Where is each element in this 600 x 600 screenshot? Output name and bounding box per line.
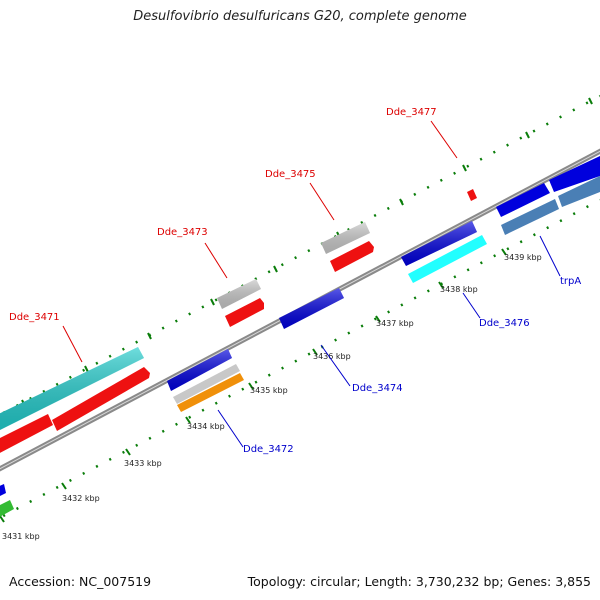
cds-dde3477 (467, 189, 477, 201)
reverse-strand-features (0, 288, 344, 517)
gene-label-dde3472: Dde_3472 (243, 444, 294, 455)
major-tick (125, 448, 131, 456)
accession-text: Accession: NC_007519 (9, 574, 152, 589)
major-tick (501, 248, 507, 256)
forward-strand-features (0, 156, 600, 453)
gene-label-dde3476: Dde_3476 (479, 318, 530, 329)
gene-labels: Dde_3471 Dde_3472 Dde_3473 Dde_3474 Dde_… (9, 107, 581, 455)
cds-left (0, 414, 53, 453)
gene-label-dde3474: Dde_3474 (352, 383, 403, 394)
outer-tick-track (0, 94, 600, 417)
kbp-label: 3432 kbp (62, 494, 100, 503)
kbp-label: 3434 kbp (187, 422, 225, 431)
feature-dde3472 (177, 373, 244, 412)
major-tick (185, 416, 191, 424)
kbp-label: 3431 kbp (2, 532, 40, 541)
cds-dde3475 (330, 241, 374, 272)
major-tick (61, 482, 67, 490)
feature-left-green (0, 500, 14, 517)
gene-label-trpa: trpA (560, 276, 581, 287)
kbp-scale: 3431 kbp 3432 kbp 3433 kbp 3434 kbp 3435… (0, 248, 542, 541)
topology-text: Topology: circular; Length: 3,730,232 bp… (247, 574, 591, 589)
map-title: Desulfovibrio desulfuricans G20, complet… (133, 9, 467, 24)
rna-dde3472 (173, 364, 240, 404)
feature-trpA (501, 199, 559, 235)
major-tick (312, 348, 318, 356)
cds-dde3473 (225, 298, 264, 327)
gene-label-dde3471: Dde_3471 (9, 312, 60, 323)
outer-major-ticks (21, 97, 593, 407)
gene-label-dde3477: Dde_3477 (386, 107, 437, 118)
cds-left-blue (0, 484, 6, 496)
inner-tick-track (0, 198, 600, 520)
major-tick (248, 382, 254, 390)
kbp-label: 3439 kbp (504, 253, 542, 262)
gene-leader-lines (62, 120, 561, 448)
cds-dde3471 (52, 367, 150, 431)
kbp-label: 3433 kbp (124, 459, 162, 468)
feature-dde3476 (408, 235, 487, 283)
kbp-label: 3438 kbp (440, 285, 478, 294)
cds-blue-trp (496, 183, 550, 217)
gene-label-dde3473: Dde_3473 (157, 227, 208, 238)
kbp-label: 3436 kbp (313, 352, 351, 361)
kbp-label: 3437 kbp (376, 319, 414, 328)
major-tick (375, 315, 381, 323)
major-tick (0, 515, 5, 523)
major-tick (438, 281, 444, 289)
kbp-label: 3435 kbp (250, 386, 288, 395)
gene-label-dde3475: Dde_3475 (265, 169, 316, 180)
